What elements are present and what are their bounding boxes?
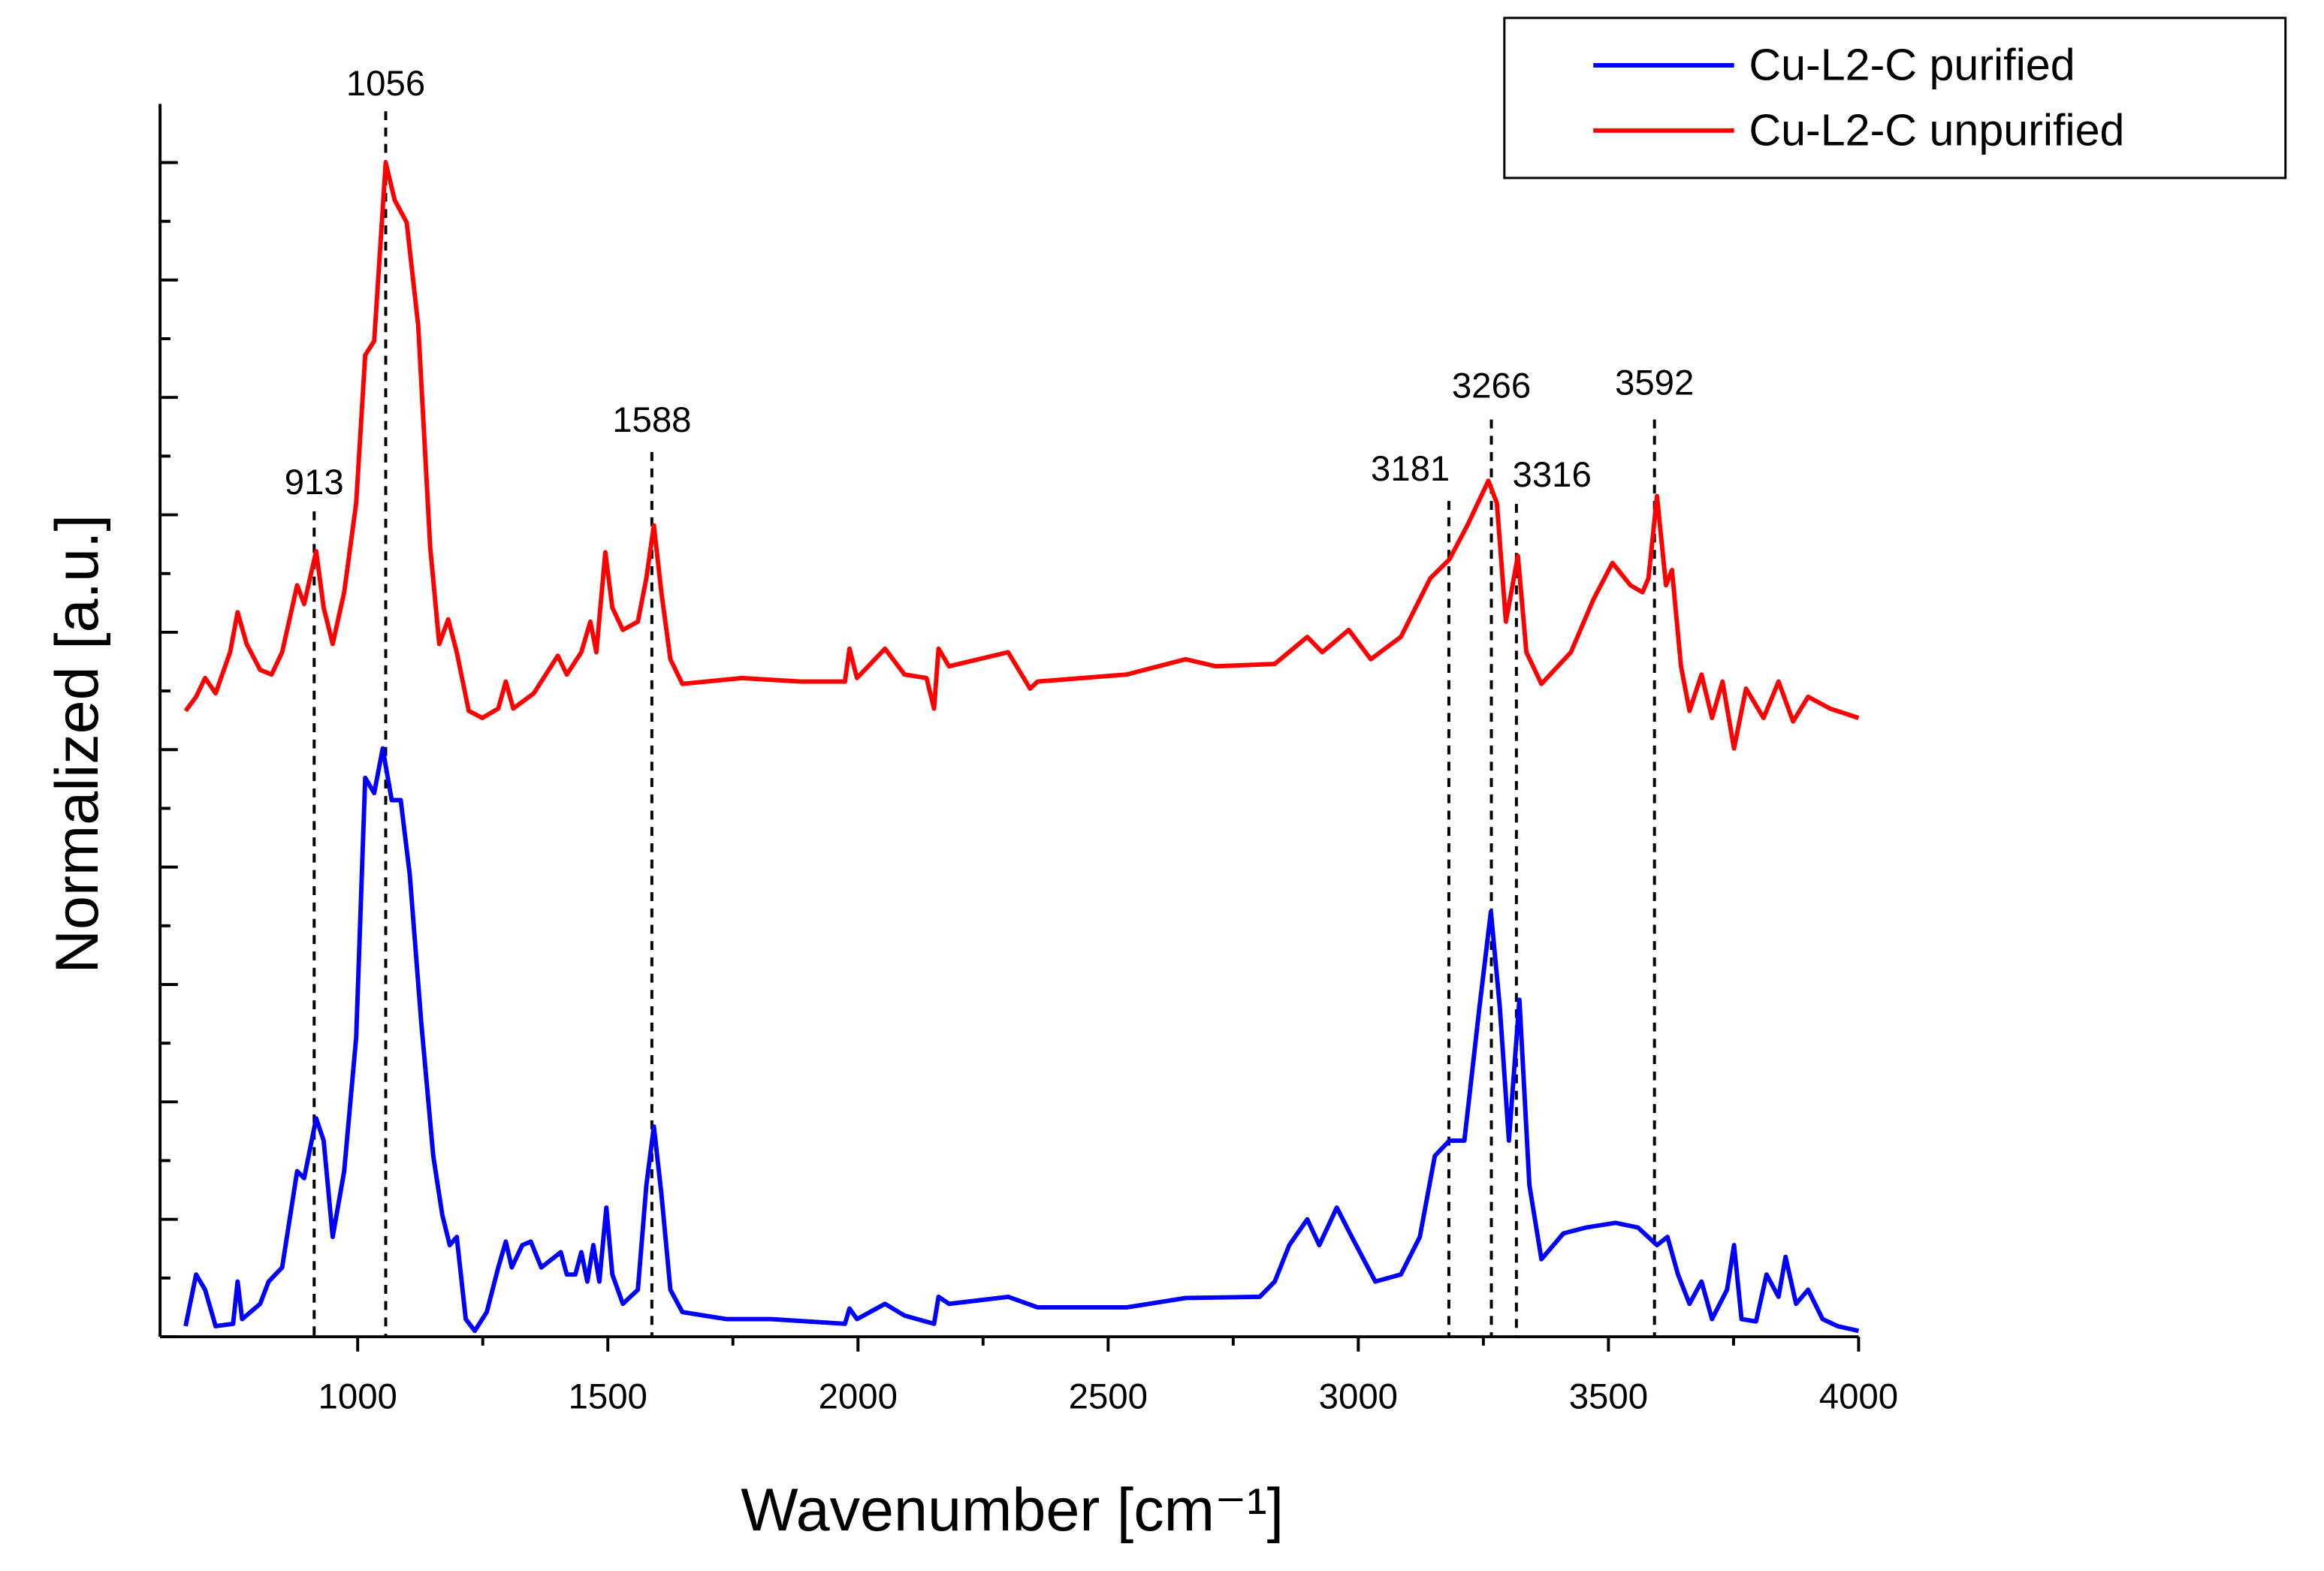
x-tick-label: 2000 xyxy=(819,1377,898,1416)
legend-box xyxy=(1503,17,2287,179)
x-axis-title: Wavenumber [cm⁻¹] xyxy=(741,1476,1284,1544)
peak-label: 913 xyxy=(285,463,344,502)
x-tick-label: 1000 xyxy=(318,1377,397,1416)
x-tick-label: 4000 xyxy=(1819,1377,1898,1416)
peak-label: 3592 xyxy=(1615,363,1694,403)
x-tick-label: 3000 xyxy=(1319,1377,1398,1416)
legend-label: Cu-L2-C unpurified xyxy=(1749,104,2124,155)
series-line xyxy=(183,746,1860,1334)
legend-label: Cu-L2-C purified xyxy=(1749,40,2075,90)
x-tick-label: 1500 xyxy=(569,1377,647,1416)
peak-label: 3266 xyxy=(1452,366,1531,406)
x-tick-label: 2500 xyxy=(1069,1377,1148,1416)
peak-label: 1588 xyxy=(612,400,691,440)
series-line xyxy=(183,160,1860,751)
x-tick-label: 3500 xyxy=(1569,1377,1648,1416)
peak-label: 3316 xyxy=(1513,455,1592,495)
peak-label: 3181 xyxy=(1371,449,1450,489)
peak-label: 1056 xyxy=(346,64,425,104)
y-axis-title: Normalized [a.u.] xyxy=(44,514,111,973)
